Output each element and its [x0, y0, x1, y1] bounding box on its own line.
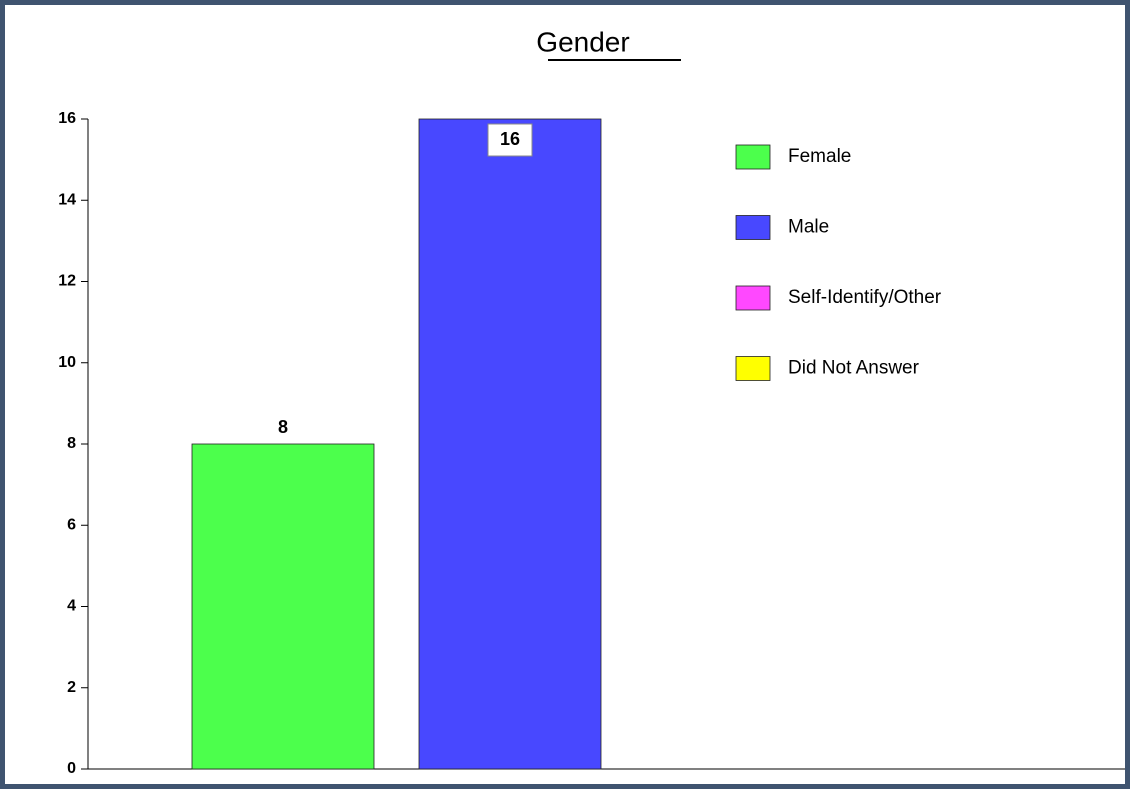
value-label-box	[487, 123, 533, 157]
legend-label: Self-Identify/Other	[788, 287, 942, 308]
y-tick-label: 12	[58, 273, 76, 290]
legend-swatch	[735, 285, 771, 311]
value-label: 8	[278, 417, 288, 437]
chart-title: Gender	[536, 26, 629, 57]
legend-swatch	[735, 144, 771, 170]
legend-label: Female	[788, 146, 851, 167]
y-tick-label: 16	[58, 110, 76, 127]
legend-label: Male	[788, 217, 829, 238]
y-tick-label: 0	[67, 760, 76, 777]
legend-swatch	[735, 215, 771, 240]
legend-swatch	[735, 356, 771, 381]
legend-label: Did Not Answer	[788, 358, 920, 379]
y-tick-label: 10	[58, 354, 76, 371]
bar	[191, 443, 375, 770]
bar	[418, 118, 602, 770]
value-label: 16	[500, 129, 520, 149]
y-tick-label: 2	[67, 679, 76, 696]
y-tick-label: 14	[58, 191, 76, 208]
y-tick-label: 6	[67, 516, 76, 533]
y-tick-label: 8	[67, 435, 76, 452]
y-tick-label: 4	[67, 598, 76, 615]
